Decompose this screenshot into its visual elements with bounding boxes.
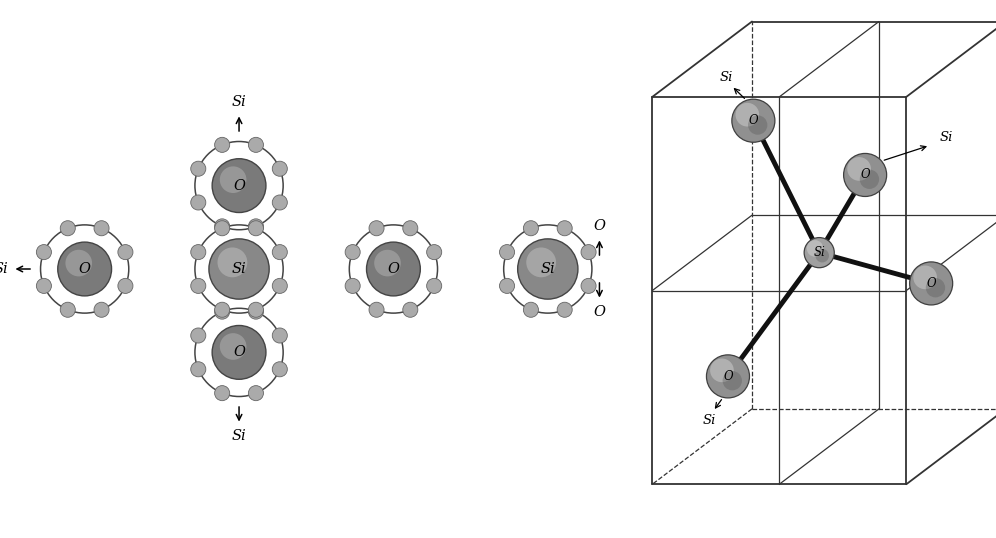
Ellipse shape (913, 266, 937, 289)
Ellipse shape (37, 278, 52, 293)
Ellipse shape (248, 137, 264, 152)
Ellipse shape (272, 278, 287, 293)
Ellipse shape (402, 302, 418, 317)
Ellipse shape (523, 221, 539, 236)
Ellipse shape (248, 302, 264, 317)
Ellipse shape (426, 245, 441, 260)
Ellipse shape (214, 302, 230, 317)
Ellipse shape (212, 159, 266, 213)
Ellipse shape (374, 250, 400, 277)
Text: O: O (233, 179, 245, 193)
Ellipse shape (710, 358, 734, 382)
Ellipse shape (518, 239, 578, 299)
Text: O: O (594, 218, 606, 233)
Text: O: O (926, 277, 936, 290)
Text: Si: Si (232, 262, 246, 276)
Ellipse shape (60, 221, 76, 236)
Text: Si: Si (814, 246, 825, 259)
Ellipse shape (925, 278, 945, 298)
Ellipse shape (722, 371, 742, 391)
Ellipse shape (272, 362, 287, 377)
Text: Si: Si (232, 429, 246, 443)
Ellipse shape (220, 166, 246, 193)
Ellipse shape (848, 157, 871, 181)
Ellipse shape (248, 386, 264, 401)
Ellipse shape (191, 328, 206, 343)
Text: O: O (233, 345, 245, 359)
Ellipse shape (706, 355, 750, 398)
Ellipse shape (118, 245, 132, 260)
Ellipse shape (804, 238, 835, 268)
Ellipse shape (272, 161, 287, 176)
Text: Si: Si (0, 262, 8, 276)
Ellipse shape (191, 161, 206, 176)
Ellipse shape (66, 250, 92, 277)
Ellipse shape (909, 262, 953, 305)
Ellipse shape (191, 362, 206, 377)
Ellipse shape (860, 169, 879, 189)
Ellipse shape (557, 302, 573, 317)
Text: Si: Si (541, 262, 555, 276)
Ellipse shape (557, 221, 573, 236)
Ellipse shape (402, 221, 418, 236)
Ellipse shape (248, 221, 264, 236)
Ellipse shape (212, 325, 266, 379)
Ellipse shape (500, 278, 515, 293)
Ellipse shape (523, 302, 539, 317)
Ellipse shape (191, 195, 206, 210)
Ellipse shape (581, 245, 596, 260)
Ellipse shape (118, 278, 132, 293)
Text: Si: Si (232, 95, 246, 109)
Ellipse shape (248, 304, 264, 319)
Ellipse shape (526, 247, 556, 277)
Ellipse shape (214, 137, 230, 152)
Text: Si: Si (719, 70, 733, 83)
Ellipse shape (426, 278, 441, 293)
Text: Si: Si (702, 414, 716, 427)
Ellipse shape (191, 245, 206, 260)
Ellipse shape (217, 247, 247, 277)
Ellipse shape (732, 99, 775, 142)
Text: O: O (723, 370, 733, 383)
Ellipse shape (369, 221, 384, 236)
Text: O: O (594, 305, 606, 320)
Ellipse shape (735, 103, 759, 126)
Ellipse shape (214, 219, 230, 234)
Ellipse shape (581, 278, 596, 293)
Text: O: O (749, 114, 758, 127)
Ellipse shape (272, 328, 287, 343)
Ellipse shape (272, 195, 287, 210)
Ellipse shape (191, 278, 206, 293)
Text: O: O (79, 262, 91, 276)
Ellipse shape (807, 240, 824, 257)
Ellipse shape (37, 245, 52, 260)
Ellipse shape (272, 245, 287, 260)
Ellipse shape (94, 221, 110, 236)
Text: Si: Si (939, 131, 953, 145)
Ellipse shape (214, 386, 230, 401)
Ellipse shape (748, 115, 767, 134)
Ellipse shape (844, 153, 886, 196)
Ellipse shape (209, 239, 269, 299)
Ellipse shape (816, 249, 829, 263)
Ellipse shape (369, 302, 384, 317)
Text: O: O (387, 262, 399, 276)
Ellipse shape (58, 242, 112, 296)
Ellipse shape (367, 242, 420, 296)
Ellipse shape (60, 302, 76, 317)
Ellipse shape (346, 278, 361, 293)
Ellipse shape (500, 245, 515, 260)
Ellipse shape (214, 221, 230, 236)
Ellipse shape (94, 302, 110, 317)
Ellipse shape (248, 219, 264, 234)
Ellipse shape (346, 245, 361, 260)
Text: O: O (861, 168, 870, 181)
Ellipse shape (220, 333, 246, 360)
Ellipse shape (214, 304, 230, 319)
